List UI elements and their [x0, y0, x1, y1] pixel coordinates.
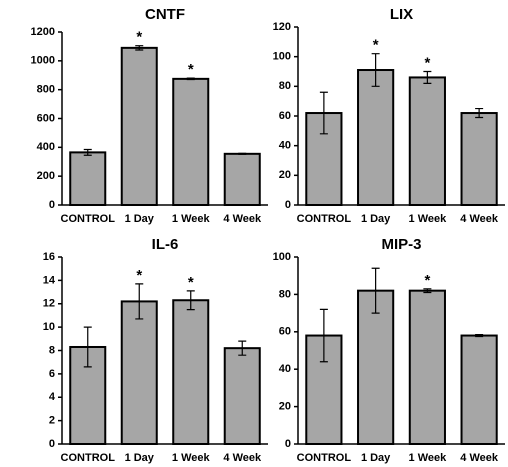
x-tick-label: 4 Week	[460, 452, 499, 464]
y-tick-label: 0	[285, 438, 291, 450]
y-tick-label: 4	[49, 391, 56, 403]
x-tick-label: 1 Day	[125, 213, 155, 225]
x-tick-label: 4 Week	[460, 213, 499, 225]
significance-mark: *	[424, 272, 430, 289]
error-bar	[319, 308, 328, 363]
error-bar	[319, 91, 328, 135]
y-tick-label: 60	[279, 110, 291, 122]
y-tick-label: 10	[43, 321, 55, 333]
y-tick-label: 12	[43, 298, 55, 310]
bar	[408, 289, 446, 445]
error-bar	[475, 107, 484, 119]
x-tick-label: 1 Day	[361, 452, 391, 464]
x-tick-label: CONTROL	[61, 213, 116, 225]
bar	[357, 289, 395, 445]
y-tick-label: 100	[273, 51, 291, 63]
y-tick-label: 400	[37, 141, 55, 153]
y-tick-label: 20	[279, 401, 291, 413]
bar	[120, 300, 158, 445]
y-tick-label: 0	[285, 199, 291, 211]
y-tick-label: 6	[49, 368, 55, 380]
error-bar	[423, 70, 432, 84]
y-tick-label: 80	[279, 80, 291, 92]
error-bar	[186, 77, 195, 81]
error-bar	[135, 283, 144, 320]
bar	[408, 76, 446, 206]
bar	[172, 77, 210, 206]
y-tick-label: 100	[273, 251, 291, 263]
x-tick-label: 1 Week	[172, 213, 211, 225]
y-tick-label: 16	[43, 251, 55, 263]
y-tick-label: 40	[279, 140, 291, 152]
y-tick-label: 60	[279, 326, 291, 338]
y-tick-label: 0	[49, 438, 55, 450]
x-tick-label: CONTROL	[297, 452, 352, 464]
bar	[223, 347, 261, 446]
y-tick-label: 14	[43, 274, 56, 286]
significance-mark: *	[373, 37, 379, 54]
x-tick-label: 1 Week	[409, 452, 448, 464]
y-tick-label: 20	[279, 169, 291, 181]
error-bar	[238, 340, 247, 356]
y-tick-label: 0	[49, 199, 55, 211]
y-tick-label: 1200	[31, 26, 55, 38]
y-tick-label: 80	[279, 288, 291, 300]
y-tick-label: 1000	[31, 55, 55, 67]
error-bar	[83, 148, 92, 156]
chart-title: IL-6	[152, 236, 179, 253]
significance-mark: *	[136, 267, 142, 284]
y-tick-label: 600	[37, 112, 55, 124]
bar	[460, 112, 498, 206]
x-tick-label: 1 Week	[409, 213, 448, 225]
chart-title: LIX	[390, 6, 413, 23]
x-tick-label: 1 Day	[125, 452, 155, 464]
error-bar	[135, 45, 144, 51]
bar	[120, 46, 158, 206]
x-tick-label: 4 Week	[223, 213, 262, 225]
significance-mark: *	[188, 61, 194, 78]
significance-mark: *	[136, 29, 142, 46]
x-tick-label: 1 Day	[361, 213, 391, 225]
significance-mark: *	[188, 274, 194, 291]
y-tick-label: 120	[273, 21, 291, 33]
y-tick-label: 8	[49, 344, 55, 356]
error-bar	[83, 326, 92, 368]
x-tick-label: CONTROL	[297, 213, 352, 225]
error-bar	[423, 288, 432, 294]
bar	[172, 299, 210, 445]
bar	[460, 334, 498, 446]
chart-title: CNTF	[145, 6, 185, 23]
y-tick-label: 40	[279, 363, 291, 375]
error-bar	[371, 267, 380, 314]
error-bar	[371, 53, 380, 87]
chart-title: MIP-3	[381, 236, 421, 253]
y-tick-label: 800	[37, 84, 55, 96]
significance-mark: *	[424, 54, 430, 71]
error-bar	[475, 334, 484, 338]
error-bar	[238, 152, 247, 155]
x-tick-label: 1 Week	[172, 452, 211, 464]
bar	[69, 151, 107, 206]
y-tick-label: 200	[37, 170, 55, 182]
x-tick-label: CONTROL	[61, 452, 116, 464]
bar	[223, 152, 261, 206]
x-tick-label: 4 Week	[223, 452, 262, 464]
error-bar	[186, 290, 195, 311]
bar	[357, 69, 395, 207]
y-tick-label: 2	[49, 415, 55, 427]
